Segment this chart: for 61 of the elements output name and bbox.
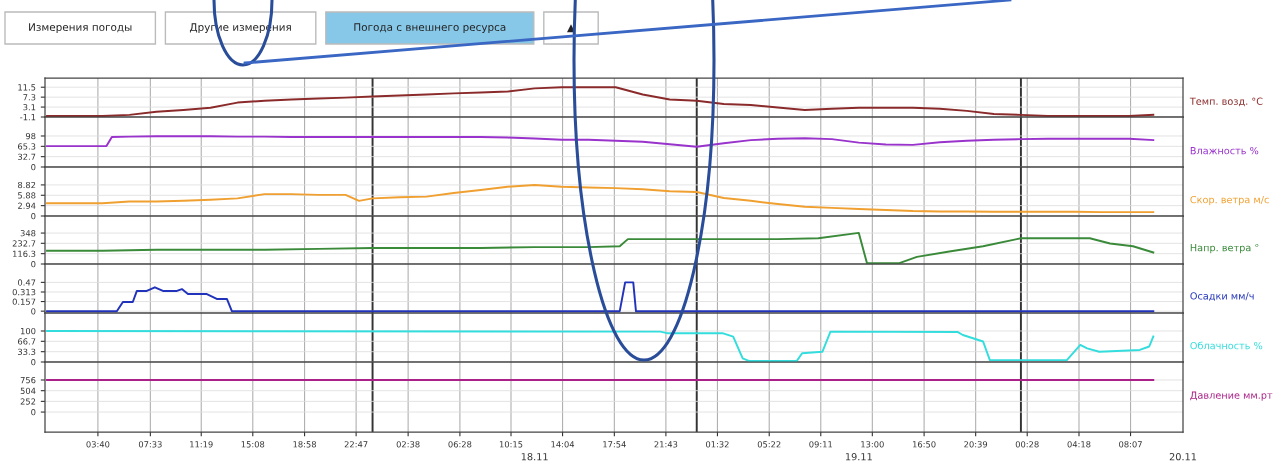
y-tick-label: 65.3 xyxy=(18,143,36,150)
text: Темп. возд. °C xyxy=(1189,97,1263,107)
x-tick-label: 20:39 xyxy=(964,441,988,448)
y-tick-label: 2.94 xyxy=(18,202,36,209)
y-tick-label: 756 xyxy=(20,376,36,384)
x-tick-label: 18:58 xyxy=(293,441,316,448)
x-tick-label: 00:28 xyxy=(1015,441,1039,448)
y-tick-label: 7.3 xyxy=(23,94,36,101)
x-tick-label: 02:38 xyxy=(396,441,420,448)
x-tick-label: 07:33 xyxy=(138,441,162,448)
y-tick-label: 116.3 xyxy=(13,250,36,257)
x2-tick-label: 18.11 xyxy=(521,453,548,461)
y-tick-label: 0 xyxy=(31,212,36,220)
x-tick-label: 05:22 xyxy=(757,441,781,448)
x-tick-label: 17:54 xyxy=(603,441,626,448)
text: Напр. ветра ° xyxy=(1190,243,1259,254)
text: Осадки мм/ч xyxy=(1190,292,1254,301)
y-tick-label: 98 xyxy=(25,132,36,140)
x-tick-label: 04:18 xyxy=(1067,441,1091,448)
text: Скор. ветра м/с xyxy=(1190,195,1269,206)
y-tick-label: 0.313 xyxy=(12,288,36,296)
x-tick-label: 01:32 xyxy=(705,441,729,448)
x2-tick-label: 20.11 xyxy=(1169,453,1197,461)
y-tick-label: 5.88 xyxy=(18,192,36,199)
y-tick-label: 0.47 xyxy=(17,279,36,286)
x-tick-label: 10:15 xyxy=(499,441,523,448)
x-tick-label: 15:08 xyxy=(241,441,265,448)
y-tick-label: -1.1 xyxy=(20,114,36,121)
x-tick-label: 14:04 xyxy=(551,441,575,448)
x-tick-label: 03:40 xyxy=(86,441,110,448)
text: Облачность % xyxy=(1190,341,1263,350)
x-tick-label: 08:07 xyxy=(1119,441,1142,448)
y-tick-label: 0 xyxy=(31,358,36,366)
y-tick-label: 33.3 xyxy=(18,348,36,355)
x-tick-label: 21:43 xyxy=(654,441,678,448)
x-tick-label: 13:00 xyxy=(861,441,884,448)
x-tick-label: 09:11 xyxy=(809,441,833,448)
y-tick-label: 0 xyxy=(31,260,36,268)
y-tick-label: 32.7 xyxy=(18,153,36,160)
y-tick-label: 0 xyxy=(31,163,36,171)
y-tick-label: 0 xyxy=(31,308,36,315)
y-tick-label: 252 xyxy=(20,398,36,405)
y-tick-label: 504 xyxy=(20,387,36,394)
y-tick-label: 66.7 xyxy=(18,338,36,345)
y-tick-label: 0 xyxy=(31,409,36,416)
x-tick-label: 11:19 xyxy=(190,441,213,448)
y-tick-label: 0.157 xyxy=(12,298,36,305)
text: Погода с внешнего ресурса xyxy=(354,23,506,34)
text: Влажность % xyxy=(1190,146,1259,155)
y-tick-label: 232.7 xyxy=(12,240,36,247)
x-tick-label: 16:50 xyxy=(913,441,936,448)
y-tick-label: 11.5 xyxy=(18,84,36,91)
x-tick-label: 22:47 xyxy=(344,441,368,448)
text: Давление мм.рт xyxy=(1190,391,1273,401)
y-tick-label: 348 xyxy=(20,230,36,237)
text: Измерения погоды xyxy=(29,23,132,34)
y-tick-label: 8.82 xyxy=(17,181,36,189)
x-tick-label: 06:28 xyxy=(448,441,472,448)
x2-tick-label: 19.11 xyxy=(845,453,872,461)
y-tick-label: 3.1 xyxy=(23,104,36,111)
y-tick-label: 100 xyxy=(20,327,36,335)
